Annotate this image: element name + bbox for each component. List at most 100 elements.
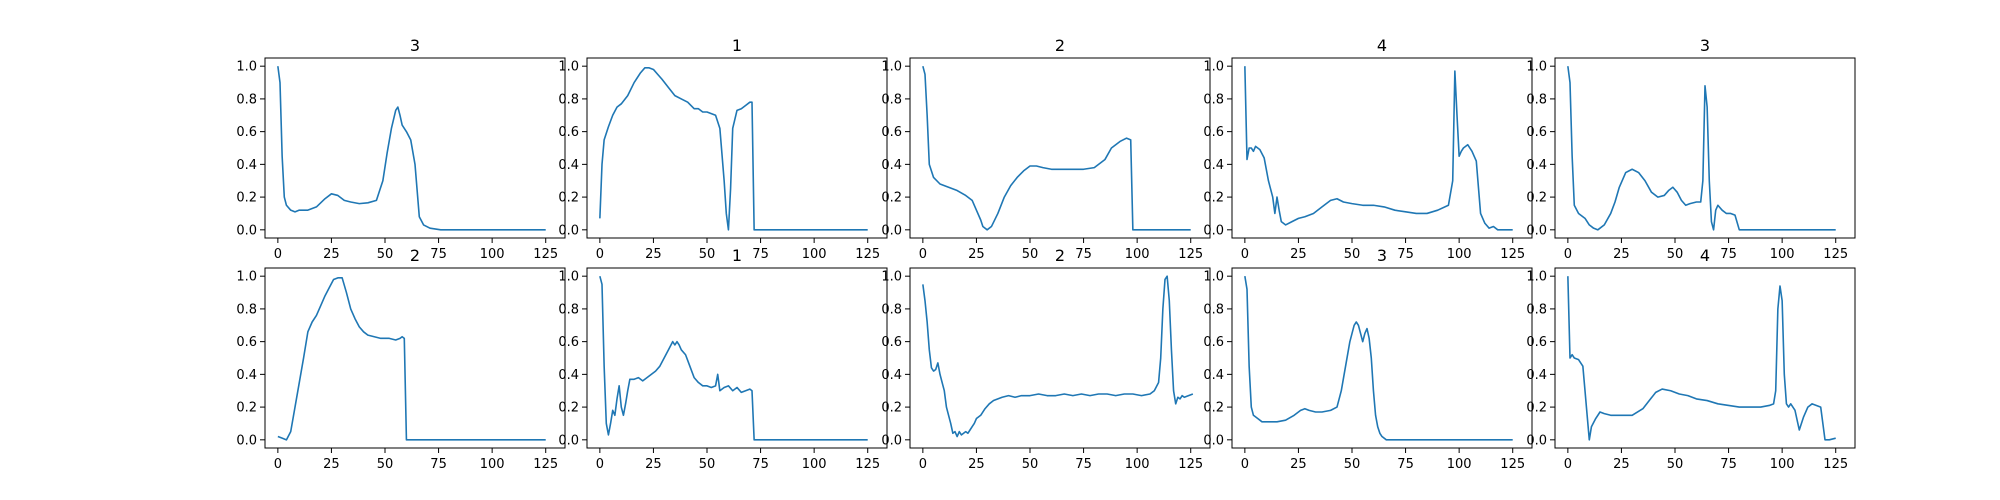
y-tick-label: 0.4 <box>558 368 579 383</box>
subplot-title: 2 <box>1055 246 1065 265</box>
x-tick-label: 125 <box>855 247 880 262</box>
x-tick-label: 0 <box>274 247 282 262</box>
y-tick-label: 0.6 <box>1203 125 1224 140</box>
y-tick-label: 0.4 <box>558 158 579 173</box>
x-tick-label: 50 <box>1022 247 1039 262</box>
y-tick-label: 0.2 <box>881 191 902 206</box>
y-tick-label: 0.2 <box>1526 401 1547 416</box>
y-tick-label: 0.8 <box>1203 302 1224 317</box>
subplot-title: 3 <box>410 36 420 55</box>
y-tick-label: 0.6 <box>236 125 257 140</box>
axes-frame <box>1231 57 1533 239</box>
y-tick-label: 0.0 <box>1203 223 1224 238</box>
y-tick-label: 0.0 <box>558 433 579 448</box>
subplot-10: 0 25 50 75 100 125 0.0 0.2 0.4 0.6 0.8 1.0 4 <box>1526 246 1856 472</box>
x-tick-label: 25 <box>968 247 985 262</box>
y-tick-label: 0.2 <box>558 401 579 416</box>
y-tick-label: 0.2 <box>236 401 257 416</box>
axes-frame <box>586 57 888 239</box>
x-tick-label: 25 <box>1613 247 1630 262</box>
y-tick-label: 0.0 <box>881 223 902 238</box>
axes-frame <box>1231 267 1533 449</box>
x-tick-label: 25 <box>1613 457 1630 472</box>
x-tick-label: 50 <box>1344 457 1361 472</box>
x-tick-label: 100 <box>480 457 505 472</box>
x-tick-label: 25 <box>968 457 985 472</box>
subplot-title: 2 <box>1055 36 1065 55</box>
y-tick-label: 0.8 <box>881 92 902 107</box>
x-tick-label: 75 <box>1075 457 1092 472</box>
y-tick-label: 0.6 <box>236 335 257 350</box>
y-tick-label: 0.6 <box>881 335 902 350</box>
axes-frame <box>1554 57 1856 239</box>
y-tick-label: 0.8 <box>1203 92 1224 107</box>
x-tick-label: 50 <box>1667 247 1684 262</box>
x-tick-label: 0 <box>1241 247 1249 262</box>
y-tick-label: 0.2 <box>1203 191 1224 206</box>
x-tick-label: 75 <box>430 247 447 262</box>
series-line <box>1244 66 1513 231</box>
x-tick-label: 0 <box>596 457 604 472</box>
series-line <box>277 66 546 231</box>
y-tick-label: 1.0 <box>558 270 579 285</box>
x-tick-label: 50 <box>377 247 394 262</box>
x-tick-label: 75 <box>1720 457 1737 472</box>
x-tick-label: 125 <box>1178 457 1203 472</box>
x-tick-label: 25 <box>323 457 340 472</box>
x-tick-label: 75 <box>752 457 769 472</box>
y-tick-label: 0.8 <box>558 92 579 107</box>
y-tick-label: 0.8 <box>1526 92 1547 107</box>
subplot-title: 4 <box>1377 36 1387 55</box>
series-line <box>1567 66 1836 231</box>
axes-frame <box>909 57 1211 239</box>
subplot-7: 0 25 50 75 100 125 0.0 0.2 0.4 0.6 0.8 1.0 1 <box>558 246 888 472</box>
series-line <box>922 65 1191 231</box>
y-tick-label: 0.2 <box>236 191 257 206</box>
x-tick-label: 75 <box>1397 457 1414 472</box>
series-line <box>599 275 868 441</box>
x-tick-label: 0 <box>274 457 282 472</box>
axes-frame <box>1554 267 1856 449</box>
x-tick-label: 50 <box>1667 457 1684 472</box>
y-tick-label: 0.2 <box>558 191 579 206</box>
x-tick-label: 75 <box>1720 247 1737 262</box>
y-tick-label: 0.8 <box>1526 302 1547 317</box>
x-tick-label: 50 <box>1344 247 1361 262</box>
x-tick-label: 0 <box>1564 457 1572 472</box>
x-tick-label: 125 <box>533 247 558 262</box>
y-tick-label: 0.4 <box>1526 368 1547 383</box>
subplot-3: 0 25 50 75 100 125 0.0 0.2 0.4 0.6 0.8 1.0 2 <box>881 36 1211 262</box>
y-tick-label: 0.0 <box>558 223 579 238</box>
subplot-title: 1 <box>732 246 742 265</box>
series-line <box>1244 276 1513 441</box>
y-tick-label: 0.6 <box>558 125 579 140</box>
y-tick-label: 0.4 <box>881 368 902 383</box>
x-tick-label: 100 <box>802 457 827 472</box>
subplot-6: 0 25 50 75 100 125 0.0 0.2 0.4 0.6 0.8 1.0 2 <box>236 246 566 472</box>
y-tick-label: 0.6 <box>881 125 902 140</box>
subplot-4: 0 25 50 75 100 125 0.0 0.2 0.4 0.6 0.8 1.0 4 <box>1203 36 1533 262</box>
x-tick-label: 100 <box>1770 247 1795 262</box>
x-tick-label: 50 <box>377 457 394 472</box>
y-tick-label: 0.0 <box>1203 433 1224 448</box>
subplot-title: 2 <box>410 246 420 265</box>
subplot-title: 4 <box>1700 246 1710 265</box>
axes-frame <box>586 267 888 449</box>
x-tick-label: 125 <box>1500 247 1525 262</box>
x-tick-label: 50 <box>699 457 716 472</box>
y-tick-label: 0.4 <box>236 158 257 173</box>
y-tick-label: 1.0 <box>881 270 902 285</box>
y-tick-label: 1.0 <box>1526 270 1547 285</box>
y-tick-label: 0.2 <box>1526 191 1547 206</box>
y-tick-label: 1.0 <box>236 60 257 75</box>
y-tick-label: 0.4 <box>1203 158 1224 173</box>
x-tick-label: 25 <box>645 247 662 262</box>
y-tick-label: 0.4 <box>1203 368 1224 383</box>
axes-frame <box>264 57 566 239</box>
y-tick-label: 0.0 <box>236 223 257 238</box>
x-tick-label: 25 <box>1290 247 1307 262</box>
x-tick-label: 100 <box>1447 247 1472 262</box>
x-tick-label: 125 <box>1823 457 1848 472</box>
x-tick-label: 125 <box>1178 247 1203 262</box>
